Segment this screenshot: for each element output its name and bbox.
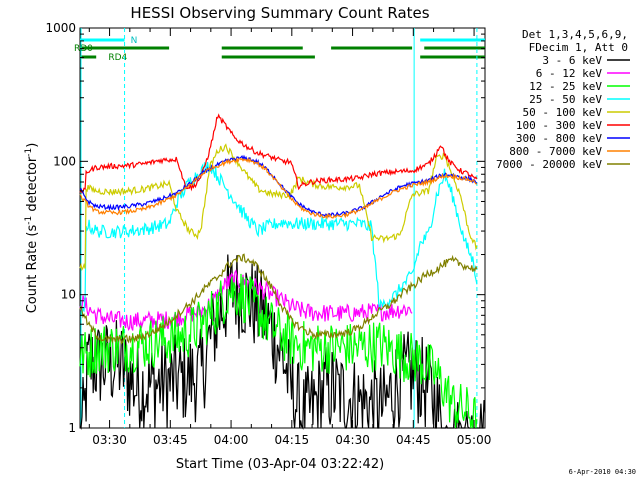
flag-label-rd4: RD4 <box>108 53 127 63</box>
flag-label-n: N <box>131 36 138 46</box>
series-line <box>79 254 486 430</box>
y-axis-label: Count Rate (s-1 detector-1) <box>24 143 40 314</box>
legend-entry-label: 12 - 25 keV <box>529 80 602 93</box>
x-tick-label: 04:45 <box>396 433 431 447</box>
legend-entry-label: 50 - 100 keV <box>523 106 603 119</box>
legend-entry-label: 100 - 300 keV <box>516 119 602 132</box>
series-line <box>79 161 478 316</box>
series-line <box>79 113 478 194</box>
chart-title: HESSI Observing Summary Count Rates <box>130 4 429 22</box>
y-axis-label-sup1: -1 <box>24 216 34 225</box>
legend-header-line2: FDecim 1, Att 0 <box>529 41 628 54</box>
y-tick-label: 10 <box>61 288 76 302</box>
legend-entry-label: 7000 - 20000 keV <box>496 158 602 171</box>
legend-header-line1: Det 1,3,4,5,6,9, <box>522 28 628 41</box>
y-axis-label-part1: Count Rate (s <box>25 225 40 314</box>
legend-entry-label: 3 - 6 keV <box>542 54 602 67</box>
x-tick-label: 04:00 <box>214 433 249 447</box>
y-axis-label-sup2: -1 <box>24 148 34 157</box>
series-line <box>79 273 478 429</box>
y-tick-label: 1 <box>68 421 76 435</box>
x-axis: 03:30 03:45 04:00 04:15 04:30 04:45 05:00 <box>88 28 492 447</box>
x-tick-label: 05:00 <box>457 433 492 447</box>
legend: Det 1,3,4,5,6,9, FDecim 1, Att 0 3 - 6 k… <box>496 28 630 171</box>
series-layer <box>79 113 486 430</box>
x-tick-label: 04:30 <box>335 433 370 447</box>
x-tick-label: 03:45 <box>153 433 188 447</box>
series-line <box>79 253 478 345</box>
x-axis-label: Start Time (03-Apr-04 03:22:42) <box>176 457 384 472</box>
series-line <box>79 143 478 271</box>
plot-frame <box>79 27 486 429</box>
x-tick-label: 03:30 <box>92 433 127 447</box>
y-tick-label: 1000 <box>45 21 76 35</box>
legend-entry-label: 800 - 7000 keV <box>509 145 602 158</box>
y-axis-label-part3: ) <box>25 143 40 148</box>
x-tick-label: 04:15 <box>275 433 310 447</box>
legend-entry-label: 6 - 12 keV <box>536 67 603 80</box>
legend-entry-label: 25 - 50 keV <box>529 93 602 106</box>
series-line <box>79 154 478 218</box>
y-axis-label-part2: detector <box>25 156 40 216</box>
y-tick-label: 100 <box>53 154 76 168</box>
footer-date: 6-Apr-2010 04:30 <box>569 468 636 476</box>
legend-entry-label: 300 - 800 keV <box>516 132 602 145</box>
series-line <box>79 157 478 220</box>
y-axis: 1 10 100 1000 <box>45 21 485 435</box>
